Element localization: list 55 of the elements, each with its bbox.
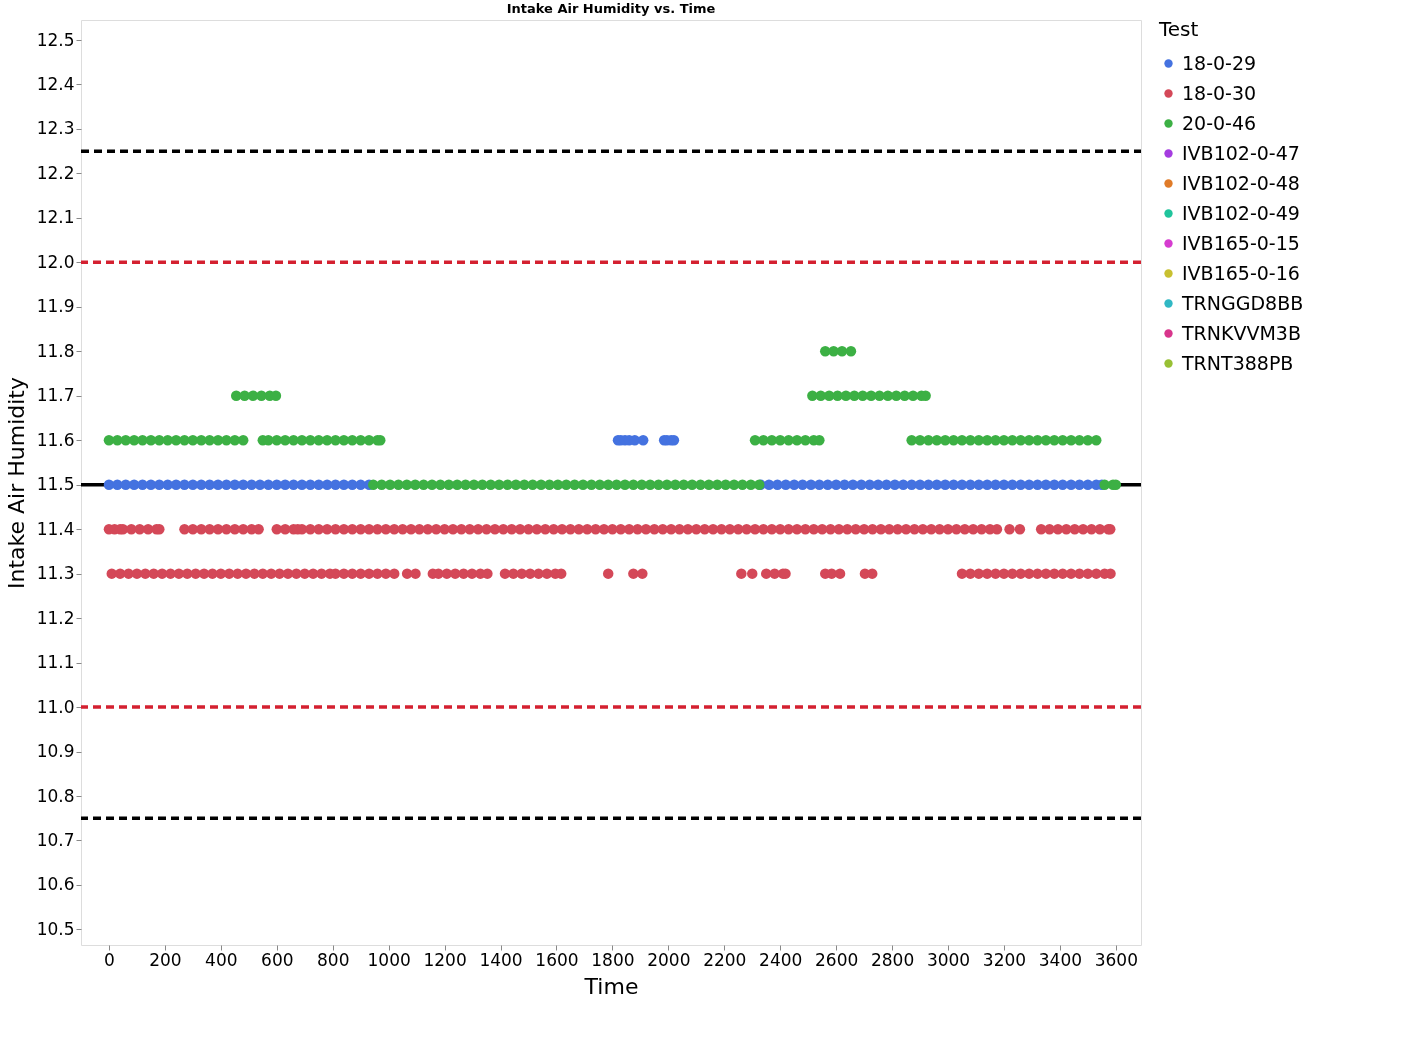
legend-label: IVB165-0-15	[1182, 231, 1300, 254]
x-tick-label: 3200	[982, 949, 1027, 970]
legend-title: Test	[1158, 17, 1199, 41]
legend-label: 18-0-29	[1182, 51, 1257, 74]
y-tick-label: 12.0	[36, 251, 75, 272]
legend-label: TRNGGD8BB	[1181, 291, 1304, 314]
y-tick-label: 11.2	[36, 607, 75, 628]
x-tick-label: 2200	[703, 949, 747, 970]
y-tick-label: 11.8	[36, 340, 75, 361]
x-tick-label: 1800	[591, 949, 635, 970]
y-tick-label: 11.1	[36, 652, 75, 673]
y-tick-label: 12.4	[36, 73, 75, 94]
y-axis-title: Intake Air Humidity	[3, 377, 29, 589]
x-axis-title: Time	[583, 973, 639, 999]
x-tick-label: 800	[316, 949, 350, 970]
y-tick-label: 12.5	[36, 29, 75, 50]
y-tick-label: 10.5	[36, 918, 75, 939]
legend-label: TRNT388PB	[1181, 351, 1294, 374]
x-tick-label: 3600	[1094, 949, 1138, 970]
legend-label: IVB102-0-48	[1182, 171, 1300, 194]
y-tick-label: 10.6	[36, 874, 75, 895]
x-tick-label: 600	[261, 949, 294, 970]
x-tick-label: 1600	[535, 949, 579, 970]
x-tick-label: 1000	[367, 949, 411, 970]
y-tick-label: 11.5	[36, 474, 75, 495]
y-tick-label: 12.2	[36, 162, 75, 183]
y-tick-label: 10.8	[36, 785, 75, 806]
legend-label: TRNKVVM3B	[1181, 321, 1301, 344]
y-tick-label: 11.4	[36, 518, 75, 539]
x-tick-label: 3000	[926, 949, 971, 970]
y-tick-label: 11.6	[36, 429, 75, 450]
x-tick-label: 2800	[870, 949, 915, 970]
y-tick-label: 12.1	[36, 207, 75, 228]
x-tick-label: 2000	[647, 949, 691, 970]
x-tick-label: 2600	[815, 949, 859, 970]
x-tick-label: 1200	[423, 949, 467, 970]
legend-label: 18-0-30	[1182, 81, 1257, 104]
chart-title: Intake Air Humidity vs. Time	[506, 1, 716, 16]
x-tick-label: 400	[205, 949, 238, 970]
y-tick-label: 11.7	[36, 385, 75, 406]
x-tick-label: 200	[149, 949, 182, 970]
legend-label: IVB165-0-16	[1182, 261, 1300, 284]
y-tick-label: 11.0	[36, 696, 75, 717]
legend-label: IVB102-0-47	[1182, 141, 1300, 164]
x-tick-label: 1400	[479, 949, 523, 970]
y-tick-label: 10.9	[36, 741, 75, 762]
x-tick-label: 2400	[759, 949, 803, 970]
y-tick-label: 10.7	[36, 829, 75, 850]
x-tick-label: 3400	[1038, 949, 1083, 970]
y-tick-label: 11.9	[36, 296, 75, 317]
y-tick-label: 12.3	[36, 118, 75, 139]
legend-label: 20-0-46	[1182, 111, 1257, 134]
y-tick-label: 11.3	[36, 563, 75, 584]
legend-label: IVB102-0-49	[1182, 201, 1300, 224]
x-tick-label: 0	[104, 949, 115, 970]
